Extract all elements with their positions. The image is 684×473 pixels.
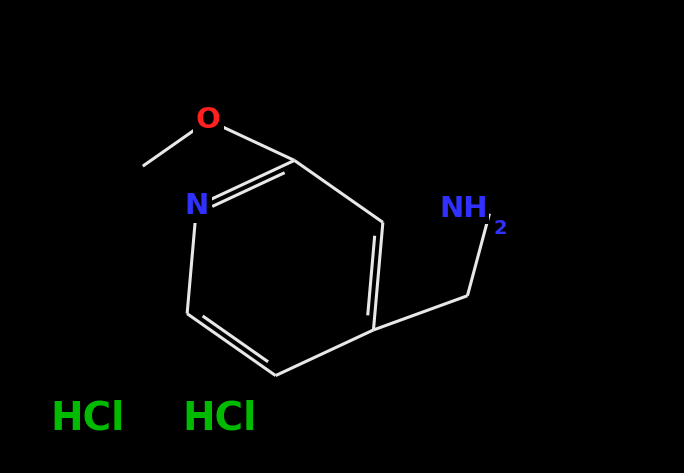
Text: HCl: HCl [183, 399, 257, 437]
Text: N: N [185, 192, 209, 220]
Text: HCl: HCl [51, 399, 125, 437]
Text: NH: NH [439, 195, 488, 223]
Text: 2: 2 [493, 219, 507, 237]
Text: O: O [196, 106, 221, 134]
